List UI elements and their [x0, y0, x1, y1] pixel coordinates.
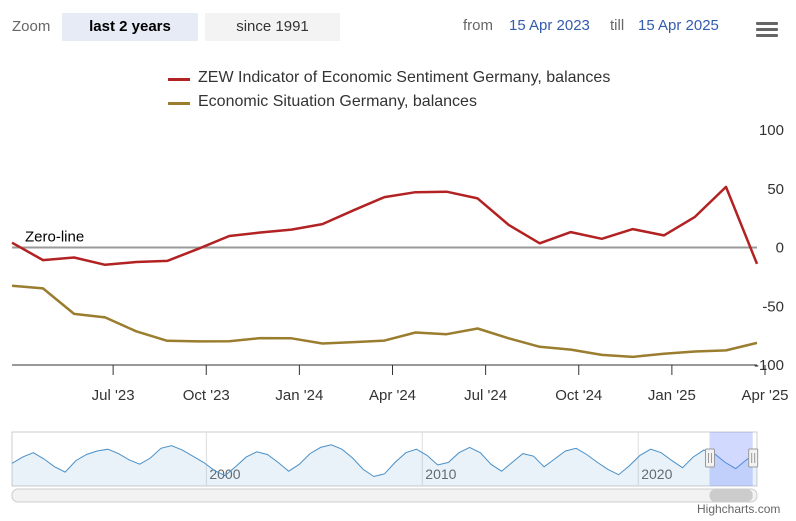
x-tick-label: Jan '24 [275, 387, 323, 404]
x-tick-label: Apr '25 [741, 387, 788, 404]
series-line-situation [11, 284, 758, 359]
zoom-label: Zoom [12, 18, 51, 35]
scrollbar-track[interactable] [11, 488, 758, 503]
navigator-selection[interactable] [709, 432, 753, 486]
zoom-last-2-years-button[interactable]: last 2 years [62, 13, 198, 41]
y-tick-label: 100 [759, 122, 784, 139]
x-tick-label: Jul '23 [92, 387, 135, 404]
navigator-line [11, 444, 758, 478]
zero-line-annotation: Zero-line [25, 229, 84, 246]
scrollbar-thumb[interactable] [709, 489, 753, 502]
legend-label-sentiment: ZEW Indicator of Economic Sentiment Germ… [198, 69, 611, 86]
y-tick-label: -100 [754, 357, 784, 374]
navigator-area [12, 444, 757, 486]
y-tick-label: 50 [767, 181, 784, 198]
x-tick-label: Oct '24 [555, 387, 602, 404]
x-tick-label: Apr '24 [369, 387, 416, 404]
legend-swatch-sentiment [168, 78, 190, 81]
legend-swatch-situation [168, 102, 190, 105]
legend-label-situation: Economic Situation Germany, balances [198, 93, 477, 110]
x-tick-label: Jan '25 [648, 387, 696, 404]
y-tick-label: 0 [776, 240, 784, 257]
till-label: till [610, 17, 625, 34]
hamburger-menu-icon[interactable] [756, 22, 778, 40]
zoom-since-1991-button[interactable]: since 1991 [205, 13, 340, 41]
navigator-year-label: 2010 [425, 466, 456, 482]
navigator-year-label: 2020 [641, 466, 672, 482]
from-date-input[interactable]: 15 Apr 2023 [509, 17, 590, 34]
from-label: from [463, 17, 493, 34]
navigator-handle-left[interactable] [704, 448, 715, 468]
credits-link[interactable]: Highcharts.com [697, 502, 781, 516]
navigator-frame [11, 431, 758, 487]
series-line-sentiment [11, 185, 759, 267]
x-tick-label: Oct '23 [183, 387, 230, 404]
navigator-handle-right[interactable] [748, 448, 759, 468]
navigator-year-label: 2000 [209, 466, 240, 482]
x-tick-label: Jul '24 [464, 387, 507, 404]
range-selector: Zoom last 2 years since 1991 from 15 Apr… [0, 0, 796, 52]
y-tick-label: -50 [762, 298, 784, 315]
till-date-input[interactable]: 15 Apr 2025 [638, 17, 719, 34]
